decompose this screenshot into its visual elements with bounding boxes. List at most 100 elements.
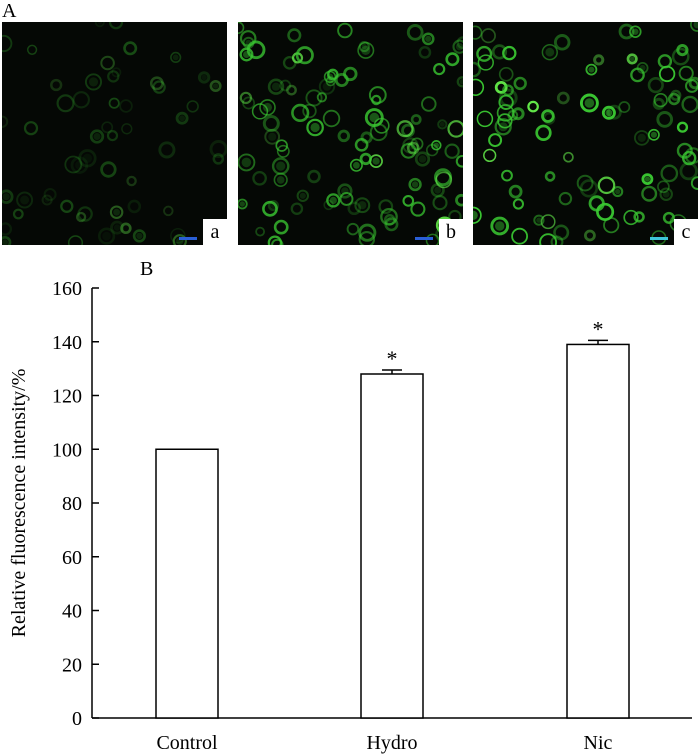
cell-mark (473, 61, 482, 78)
cell-mark (291, 103, 310, 122)
micrograph-nic: c (473, 22, 698, 245)
scale-bar (650, 237, 668, 240)
cell-mark (109, 205, 124, 219)
cell-mark (361, 45, 371, 55)
cell-mark (359, 152, 373, 166)
scale-bar (179, 237, 197, 240)
cell-mark (605, 109, 613, 117)
cell-mark (107, 70, 120, 83)
cell-mark (322, 109, 341, 128)
cell-mark (584, 98, 595, 108)
cell-mark (618, 101, 631, 114)
cell-mark (353, 161, 360, 169)
cell-mark (88, 77, 99, 87)
cell-mark (337, 183, 353, 199)
cell-mark (662, 211, 675, 224)
cell-mark (349, 158, 363, 172)
cell-mark (563, 151, 574, 163)
cell-mark (502, 45, 517, 61)
cell-mark (435, 171, 453, 189)
cell-mark (676, 44, 689, 57)
cell-mark (268, 132, 277, 141)
micrograph-label: c (674, 219, 698, 245)
cell-mark (400, 142, 417, 159)
cell-mark (136, 232, 143, 240)
cell-mark (94, 22, 105, 28)
cell-mark (305, 89, 323, 107)
cell-mark (67, 235, 84, 245)
cell-mark (43, 187, 57, 202)
cell-mark (108, 97, 120, 109)
cell-mark (455, 193, 463, 207)
cell-mark (262, 200, 278, 217)
cell-mark (433, 62, 446, 76)
cell-mark (410, 114, 422, 125)
cell-mark (678, 65, 694, 81)
cell-mark (238, 153, 256, 172)
cell-mark (82, 153, 93, 163)
cell-mark (372, 157, 380, 165)
cell-mark (411, 181, 419, 188)
cell-mark (690, 176, 698, 190)
cell-mark (2, 34, 13, 53)
cell-mark (499, 88, 518, 108)
cell-mark (360, 131, 373, 144)
micrograph-control: a (2, 22, 227, 245)
cell-mark (667, 92, 681, 106)
cell-mark (553, 224, 570, 241)
cell-mark (540, 214, 556, 230)
cell-mark (676, 121, 689, 133)
x-tick-label: Control (156, 732, 218, 754)
cell-mark (473, 78, 485, 96)
significance-mark: * (593, 316, 604, 341)
cell-mark (259, 99, 276, 116)
cell-mark (630, 67, 645, 83)
cell-mark (264, 128, 281, 145)
cell-mark (296, 189, 310, 203)
cell-mark (212, 153, 225, 165)
cell-mark (612, 186, 624, 198)
cell-mark (426, 143, 439, 157)
cell-mark (322, 82, 332, 91)
cell-mark (494, 81, 508, 94)
cell-mark (2, 115, 9, 128)
cell-mark (2, 193, 10, 201)
cell-mark (480, 28, 496, 44)
cell-mark (354, 137, 369, 152)
cell-mark (273, 219, 289, 235)
cell-mark (271, 82, 281, 91)
cell-mark (647, 128, 660, 141)
cell-mark (634, 130, 650, 146)
cell-mark (170, 228, 186, 244)
cell-mark (437, 119, 448, 130)
cell-mark (275, 139, 288, 152)
cell-mark (660, 164, 679, 183)
cell-mark (369, 112, 380, 123)
cell-mark (445, 52, 460, 67)
cell-mark (533, 214, 545, 226)
cell-mark (588, 66, 595, 73)
cell-mark (439, 121, 445, 127)
cell-mark (652, 97, 665, 110)
cell-mark (93, 133, 101, 140)
cell-mark (179, 115, 186, 122)
cell-mark (307, 169, 321, 184)
cell-mark (477, 54, 494, 71)
cell-mark (637, 133, 646, 142)
cell-mark (75, 211, 87, 223)
cell-mark (100, 161, 117, 178)
cell-mark (170, 51, 182, 64)
cell-mark (295, 46, 314, 65)
cell-mark (685, 79, 698, 93)
cell-mark (421, 96, 437, 112)
cell-mark (431, 140, 442, 151)
cell-mark (197, 71, 211, 84)
cell-mark (310, 122, 320, 133)
micrograph-label: a (203, 219, 227, 245)
cell-mark (418, 155, 427, 163)
cell-mark (186, 100, 199, 113)
cell-mark (576, 174, 594, 192)
cell-mark (242, 36, 255, 49)
cell-mark (328, 78, 334, 84)
y-tick-label: 40 (62, 601, 82, 623)
